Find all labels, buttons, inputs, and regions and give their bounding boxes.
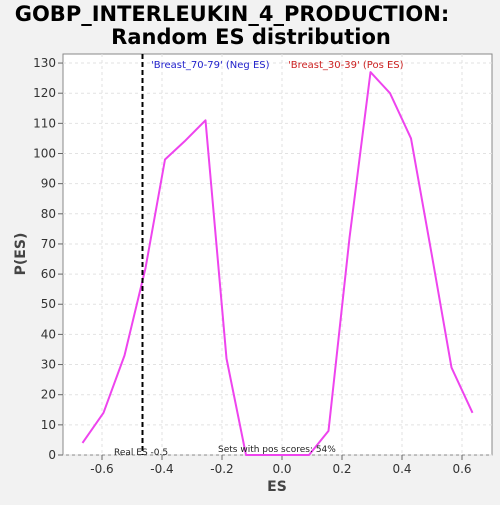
axis-ticks: 0 10 20 30 40 50 60 70 80 90 100 110 120 130 -0.6 -0.4 -… xyxy=(33,56,471,476)
y-tick-label: 80 xyxy=(41,207,56,221)
y-tick-label: 130 xyxy=(33,56,56,70)
x-tick-label: 0.4 xyxy=(392,462,411,476)
y-tick-label: 120 xyxy=(33,86,56,100)
y-tick-label: 60 xyxy=(41,267,56,281)
x-tick-label: -0.4 xyxy=(150,462,173,476)
series-layer xyxy=(81,71,474,456)
y-tick-label: 100 xyxy=(33,146,56,160)
x-tick-label: -0.6 xyxy=(90,462,113,476)
y-tick-label: 70 xyxy=(41,237,56,251)
legend-pos-label: 'Breast_30-39' (Pos ES) xyxy=(288,60,404,71)
x-tick-label: 0.6 xyxy=(452,462,471,476)
y-tick-label: 50 xyxy=(41,297,56,311)
y-tick-label: 110 xyxy=(33,116,56,130)
x-axis-label: ES xyxy=(267,479,287,495)
y-axis-label: P(ES) xyxy=(13,233,29,276)
y-tick-label: 10 xyxy=(41,418,56,432)
series-line xyxy=(81,71,474,456)
chart-title-line2: Random ES distribution xyxy=(111,25,391,49)
plot-area xyxy=(62,53,493,456)
x-tick-label: 0.0 xyxy=(272,462,291,476)
x-tick-label: -0.2 xyxy=(210,462,233,476)
real-es-annotation: Real ES -0.5 xyxy=(114,448,168,458)
y-tick-label: 20 xyxy=(41,388,56,402)
y-tick-label: 0 xyxy=(48,448,56,462)
legend-neg-label: 'Breast_70-79' (Neg ES) xyxy=(151,60,270,71)
grid-lines xyxy=(63,54,492,456)
y-tick-label: 30 xyxy=(41,358,56,372)
y-tick-label: 40 xyxy=(41,327,56,341)
chart-title-line1: GOBP_INTERLEUKIN_4_PRODUCTION: xyxy=(15,2,450,26)
y-tick-label: 90 xyxy=(41,177,56,191)
pos-scores-annotation: Sets with pos scores: 54% xyxy=(218,445,336,455)
x-tick-label: 0.2 xyxy=(332,462,351,476)
